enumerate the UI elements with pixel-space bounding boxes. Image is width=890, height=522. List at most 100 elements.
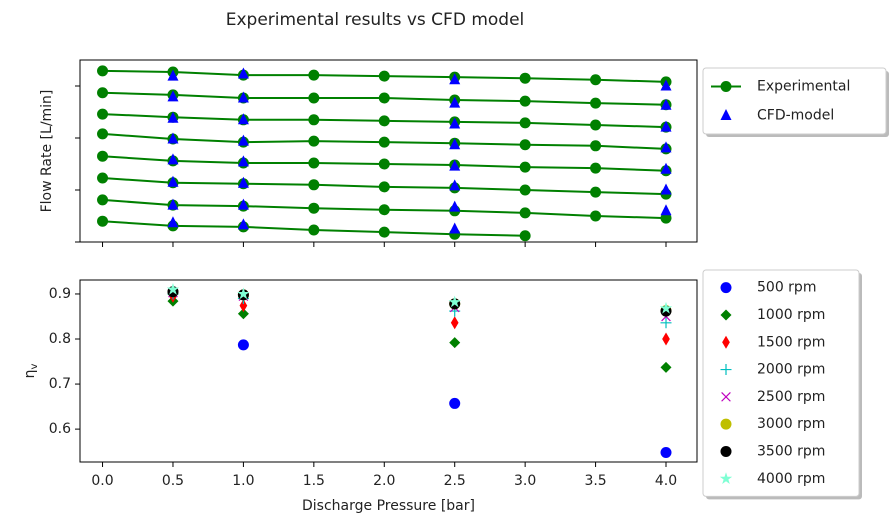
x-tick-label: 2.5 <box>444 473 466 489</box>
marker <box>660 98 672 110</box>
marker <box>237 198 249 210</box>
marker <box>590 140 602 152</box>
marker <box>449 337 461 349</box>
marker <box>660 361 672 373</box>
legend-marker <box>720 309 732 321</box>
x-tick-label: 3.0 <box>514 473 536 489</box>
marker <box>660 79 672 91</box>
marker <box>308 179 320 191</box>
legend-label: 2500 rpm <box>757 389 825 405</box>
marker <box>237 155 249 167</box>
chart-title: Experimental results vs CFD model <box>226 10 525 30</box>
legend-marker <box>720 364 732 376</box>
marker <box>449 179 461 191</box>
marker <box>519 117 531 129</box>
marker <box>308 135 320 147</box>
marker <box>308 92 320 104</box>
legend <box>702 67 887 135</box>
legend-label: 4000 rpm <box>757 471 825 487</box>
marker <box>660 204 672 216</box>
marker <box>660 183 672 195</box>
legend-label: 500 rpm <box>757 280 816 296</box>
plot-area <box>79 59 698 243</box>
legend-label: 2000 rpm <box>757 362 825 378</box>
marker <box>590 74 602 86</box>
marker <box>590 210 602 222</box>
legend-marker <box>722 335 730 349</box>
marker <box>378 158 390 170</box>
marker <box>167 216 179 228</box>
marker <box>590 186 602 198</box>
y-tick-label: 0.7 <box>49 376 71 392</box>
marker <box>450 316 459 330</box>
marker <box>660 120 672 132</box>
marker <box>167 90 179 102</box>
marker <box>237 287 250 300</box>
marker <box>237 308 249 320</box>
marker <box>660 212 672 224</box>
legend-marker <box>720 81 732 92</box>
marker <box>167 111 179 123</box>
marker <box>519 184 531 196</box>
x-tick-label: 4.0 <box>655 473 677 489</box>
marker <box>97 128 109 140</box>
marker <box>166 282 180 295</box>
marker <box>448 295 461 308</box>
y-tick-label: 0.9 <box>49 286 71 302</box>
marker <box>449 73 461 85</box>
marker <box>449 397 461 409</box>
x-tick-label: 3.5 <box>584 473 606 489</box>
marker <box>378 181 390 193</box>
marker <box>308 157 320 169</box>
marker <box>97 215 109 227</box>
marker <box>660 162 672 174</box>
marker <box>97 108 109 120</box>
plot-area <box>79 279 698 463</box>
marker <box>237 134 249 146</box>
x-tick-label: 1.0 <box>232 473 254 489</box>
marker <box>378 115 390 127</box>
marker <box>237 113 249 125</box>
marker <box>449 138 461 150</box>
y-axis-label: ηv <box>22 364 40 379</box>
marker <box>660 317 672 329</box>
marker <box>519 72 531 84</box>
legend-label: Experimental <box>757 79 850 95</box>
marker <box>449 159 461 171</box>
marker <box>659 301 673 314</box>
legend-marker <box>720 418 732 430</box>
marker <box>449 200 461 212</box>
y-axis-label-sub: v <box>29 364 40 370</box>
marker <box>308 114 320 126</box>
legend-label: 3500 rpm <box>757 443 825 459</box>
y-axis-label: Flow Rate [L/min] <box>39 90 55 213</box>
marker <box>449 222 461 234</box>
marker <box>97 150 109 162</box>
marker <box>590 119 602 131</box>
legend-label: 1000 rpm <box>757 307 825 323</box>
marker <box>449 96 461 108</box>
marker <box>378 136 390 148</box>
marker <box>590 162 602 174</box>
marker <box>237 67 249 79</box>
marker <box>449 117 461 129</box>
marker <box>237 339 249 351</box>
y-axis-label-main: η <box>22 370 38 379</box>
marker <box>97 172 109 184</box>
marker <box>519 139 531 151</box>
marker <box>308 224 320 236</box>
legend-marker <box>720 109 732 120</box>
marker <box>167 175 179 187</box>
marker <box>519 95 531 107</box>
marker <box>378 226 390 238</box>
marker <box>167 132 179 144</box>
x-tick-label: 2.0 <box>373 473 395 489</box>
marker <box>662 332 670 346</box>
marker <box>308 69 320 81</box>
marker <box>308 202 320 214</box>
legend-marker <box>719 472 733 485</box>
marker <box>519 207 531 219</box>
marker <box>590 97 602 109</box>
legend-marker <box>721 392 731 402</box>
